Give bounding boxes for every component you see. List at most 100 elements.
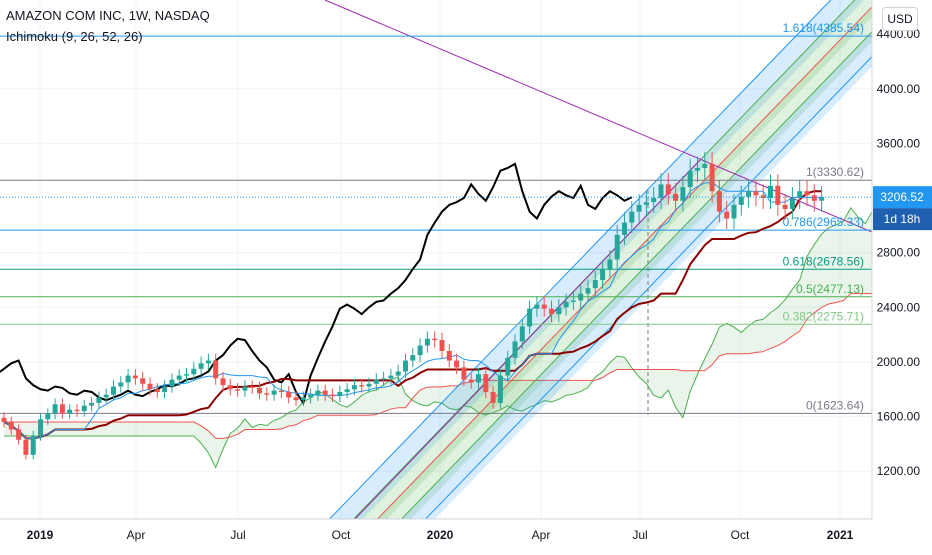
- time-axis[interactable]: 2019 Apr Jul Oct 2020 Apr Jul Oct 2021: [0, 518, 932, 550]
- candle-body: [271, 390, 277, 395]
- candle-body: [403, 360, 408, 372]
- price-axis[interactable]: 4400.004000.003600.002800.002400.002000.…: [871, 0, 932, 550]
- pitch-line: [424, 55, 872, 519]
- candle-body: [454, 360, 460, 368]
- candle-body: [797, 191, 803, 199]
- time-tick-label: 2019: [27, 528, 54, 542]
- candle-body: [322, 390, 328, 395]
- fib-level-label: 1.618(4385.54): [783, 21, 864, 35]
- trend-line: [324, 0, 872, 233]
- candle-body: [330, 394, 335, 397]
- candle-body: [293, 397, 299, 401]
- candle-body: [140, 378, 146, 384]
- candle-body: [636, 204, 642, 212]
- price-tick-label: 2400.00: [877, 300, 921, 314]
- candle-body: [220, 378, 226, 386]
- candle-body: [198, 363, 204, 369]
- time-tick-label: Apr: [127, 528, 146, 542]
- candle-body: [461, 367, 467, 380]
- candle-body: [446, 351, 452, 361]
- candle-body: [59, 404, 65, 414]
- candle-body: [81, 405, 87, 412]
- candle-body: [176, 375, 182, 380]
- candle-body: [811, 195, 817, 201]
- candle-body: [519, 326, 525, 342]
- pitch-band-inner-top: [353, 0, 872, 519]
- candle-body: [191, 368, 197, 375]
- candle-body: [702, 163, 708, 168]
- pitch-line: [400, 31, 872, 519]
- candle-body: [614, 234, 620, 260]
- candle-body: [16, 429, 22, 440]
- candle-body: [395, 371, 401, 376]
- fib-level-label: 0.382(2275.71): [783, 309, 864, 323]
- candle-body: [351, 385, 357, 390]
- candle-body: [417, 345, 423, 356]
- candle-body: [184, 374, 189, 376]
- fib-level-label: 0.618(2678.56): [783, 254, 864, 268]
- candle-body: [804, 191, 810, 196]
- time-axis-bg: [0, 519, 932, 550]
- candle-body: [74, 409, 80, 412]
- candle-body: [1, 417, 7, 423]
- candle-body: [746, 191, 752, 197]
- candle-body: [534, 304, 540, 309]
- price-tick-label: 3600.00: [877, 136, 921, 150]
- candle-body: [147, 383, 153, 390]
- candle-body: [782, 204, 788, 209]
- candle-body: [38, 419, 43, 436]
- symbol-title: AMAZON COM INC, 1W, NASDAQ: [6, 8, 210, 23]
- candle-body: [497, 375, 503, 403]
- time-tick-label: Apr: [532, 528, 551, 542]
- candle-body: [607, 259, 613, 270]
- candle-body: [315, 390, 321, 395]
- candle-body: [556, 307, 562, 315]
- candle-body: [651, 198, 657, 203]
- candle-body: [410, 355, 416, 361]
- time-tick-label: 2020: [427, 528, 454, 542]
- candle-body: [592, 279, 598, 289]
- price-tick-label: 4000.00: [877, 82, 921, 96]
- price-tick-label: 1600.00: [877, 410, 921, 424]
- candle-body: [227, 385, 233, 390]
- currency-button[interactable]: USD: [882, 7, 918, 31]
- indicator-legend[interactable]: Ichimoku (9, 26, 52, 26): [6, 29, 143, 44]
- candle-body: [381, 378, 387, 380]
- fibonacci-levels: 1.618(4385.54) 1(3330.62) 0.786(2965.33) 0.…: [0, 21, 872, 414]
- candle-body: [432, 338, 438, 341]
- price-tags: 3206.52 1d 18h: [0, 186, 932, 231]
- fib-level-label: 0.786(2965.33): [783, 215, 864, 229]
- candle-body: [235, 389, 241, 391]
- fib-level-label: 1(3330.62): [806, 165, 864, 179]
- candle-body: [687, 170, 693, 188]
- candle-body: [125, 375, 131, 383]
- candle-body: [512, 341, 518, 358]
- pitch-line: [328, 0, 832, 519]
- candle-body: [278, 390, 284, 392]
- candle-body: [600, 269, 606, 280]
- candle-body: [213, 360, 219, 379]
- candle-body: [789, 198, 795, 209]
- candle-body: [118, 382, 124, 387]
- candle-body: [695, 167, 700, 171]
- candle-body: [337, 391, 343, 397]
- candle-body: [629, 211, 635, 223]
- countdown-value: 1d 18h: [884, 212, 921, 226]
- leading-span-b: [4, 293, 872, 439]
- candle-body: [286, 391, 292, 398]
- countdown-tag: [873, 208, 932, 231]
- time-tick-label: 2021: [827, 528, 854, 542]
- candle-body: [716, 191, 722, 212]
- candle-body: [819, 197, 825, 201]
- candle-body: [709, 163, 715, 192]
- candle-body: [8, 422, 14, 430]
- candle-body: [658, 184, 664, 199]
- candle-body: [96, 397, 102, 403]
- last-price-value: 3206.52: [880, 190, 924, 204]
- candle-body: [570, 300, 576, 302]
- price-tick-label: 2800.00: [877, 246, 921, 260]
- candle-body: [300, 397, 306, 401]
- candle-body: [359, 385, 365, 387]
